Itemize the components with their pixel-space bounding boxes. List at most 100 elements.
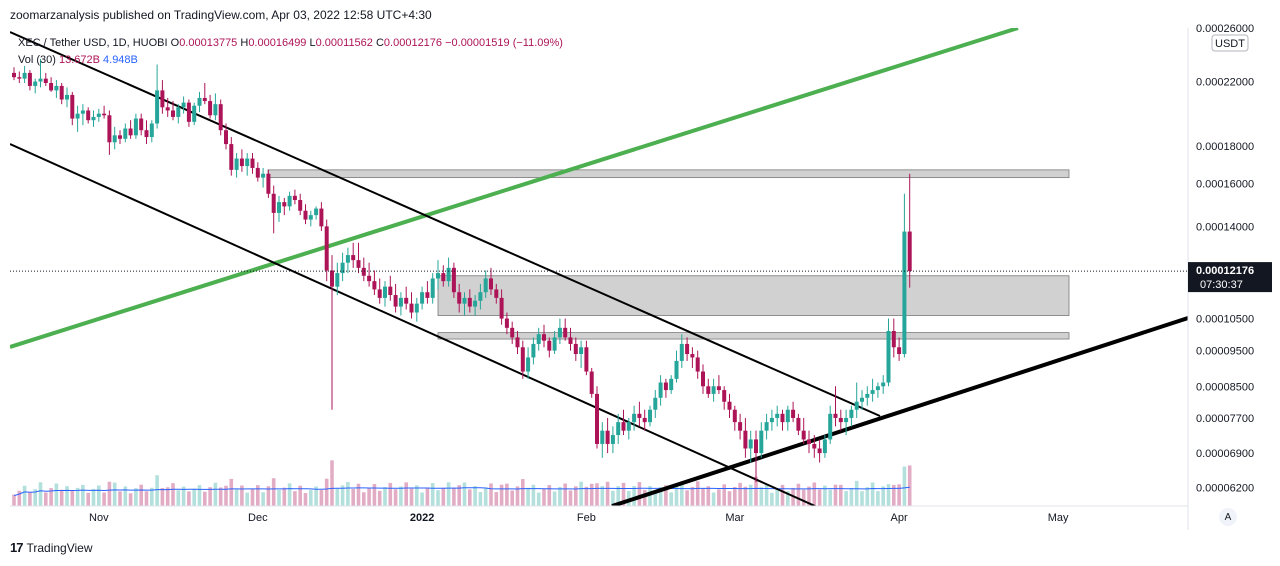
candle[interactable] (854, 382, 859, 418)
candle[interactable] (886, 318, 891, 387)
candle[interactable] (388, 275, 393, 301)
candle[interactable] (65, 87, 69, 108)
candle[interactable] (473, 295, 478, 316)
candle[interactable] (271, 185, 276, 234)
candle[interactable] (91, 110, 96, 127)
candle[interactable] (75, 105, 80, 132)
candle[interactable] (897, 337, 902, 361)
candle[interactable] (96, 108, 101, 122)
candle[interactable] (785, 405, 790, 431)
candle[interactable] (409, 292, 414, 319)
candle[interactable] (277, 195, 281, 222)
candle[interactable] (112, 126, 117, 150)
tradingview-logo[interactable]: 17 TradingView (10, 540, 93, 555)
candle[interactable] (218, 99, 223, 136)
candle[interactable] (229, 137, 234, 176)
candle[interactable] (133, 113, 138, 139)
candle[interactable] (637, 401, 642, 427)
plot-area[interactable] (10, 28, 1188, 506)
candle[interactable] (881, 375, 886, 394)
candle[interactable] (552, 331, 557, 355)
candle[interactable] (292, 189, 297, 205)
candle[interactable] (414, 297, 419, 322)
candle[interactable] (22, 65, 27, 83)
candle[interactable] (123, 123, 128, 143)
candle[interactable] (54, 80, 59, 98)
candle[interactable] (828, 405, 833, 444)
support-trendline[interactable] (611, 316, 1188, 506)
candle[interactable] (398, 292, 403, 316)
candle[interactable] (12, 67, 16, 81)
candle[interactable] (706, 378, 711, 398)
candle[interactable] (759, 422, 764, 458)
candle[interactable] (542, 324, 546, 348)
candle[interactable] (451, 262, 456, 298)
candle[interactable] (875, 382, 880, 398)
candle[interactable] (404, 286, 409, 310)
candle[interactable] (255, 162, 260, 182)
candle[interactable] (616, 413, 621, 444)
candle[interactable] (224, 123, 228, 150)
candle[interactable] (716, 375, 721, 394)
candle[interactable] (743, 417, 748, 458)
candle[interactable] (817, 439, 822, 463)
candle[interactable] (605, 417, 610, 454)
candle[interactable] (738, 413, 743, 440)
candle[interactable] (213, 93, 218, 121)
ascending-trendline-green[interactable] (10, 28, 1019, 349)
candle[interactable] (351, 242, 356, 268)
candle[interactable] (685, 337, 690, 361)
candle[interactable] (467, 289, 472, 313)
candle[interactable] (144, 120, 149, 145)
candle[interactable] (202, 82, 207, 105)
candle[interactable] (515, 331, 520, 355)
candle[interactable] (208, 94, 213, 119)
candle[interactable] (239, 149, 244, 172)
candle[interactable] (865, 386, 870, 406)
candle[interactable] (579, 340, 584, 368)
candle[interactable] (589, 367, 594, 398)
candle[interactable] (536, 327, 541, 351)
candle[interactable] (345, 247, 350, 274)
candle[interactable] (181, 96, 186, 114)
channel-upper-line[interactable] (10, 31, 881, 417)
candle[interactable] (891, 318, 896, 358)
candle[interactable] (27, 70, 32, 91)
candle[interactable] (49, 77, 54, 92)
candle[interactable] (128, 120, 133, 139)
candle[interactable] (663, 378, 668, 398)
candle[interactable] (610, 426, 615, 454)
candle[interactable] (695, 350, 700, 379)
candle[interactable] (711, 378, 716, 402)
candle[interactable] (393, 283, 398, 313)
candle[interactable] (420, 286, 425, 310)
candle[interactable] (155, 64, 160, 129)
candle[interactable] (520, 340, 525, 379)
candle[interactable] (494, 283, 499, 304)
candle[interactable] (335, 262, 340, 296)
candle[interactable] (812, 435, 817, 458)
candle[interactable] (727, 393, 732, 418)
candle[interactable] (430, 273, 435, 304)
candle[interactable] (907, 173, 912, 288)
candle[interactable] (764, 413, 769, 440)
candle[interactable] (557, 318, 562, 344)
candle[interactable] (796, 413, 801, 436)
candle[interactable] (118, 130, 122, 145)
candle[interactable] (59, 82, 64, 105)
candle[interactable] (483, 270, 488, 298)
candle[interactable] (171, 101, 175, 121)
candle[interactable] (626, 417, 631, 440)
candle[interactable] (833, 386, 838, 427)
candle[interactable] (330, 255, 334, 410)
candle[interactable] (849, 405, 854, 427)
candle[interactable] (446, 257, 451, 287)
candle[interactable] (70, 91, 75, 126)
candle[interactable] (563, 318, 568, 341)
candle[interactable] (186, 99, 191, 127)
candle[interactable] (287, 191, 292, 211)
candle[interactable] (102, 105, 107, 119)
candle[interactable] (573, 337, 578, 361)
candle[interactable] (701, 364, 705, 394)
candle[interactable] (526, 347, 531, 379)
